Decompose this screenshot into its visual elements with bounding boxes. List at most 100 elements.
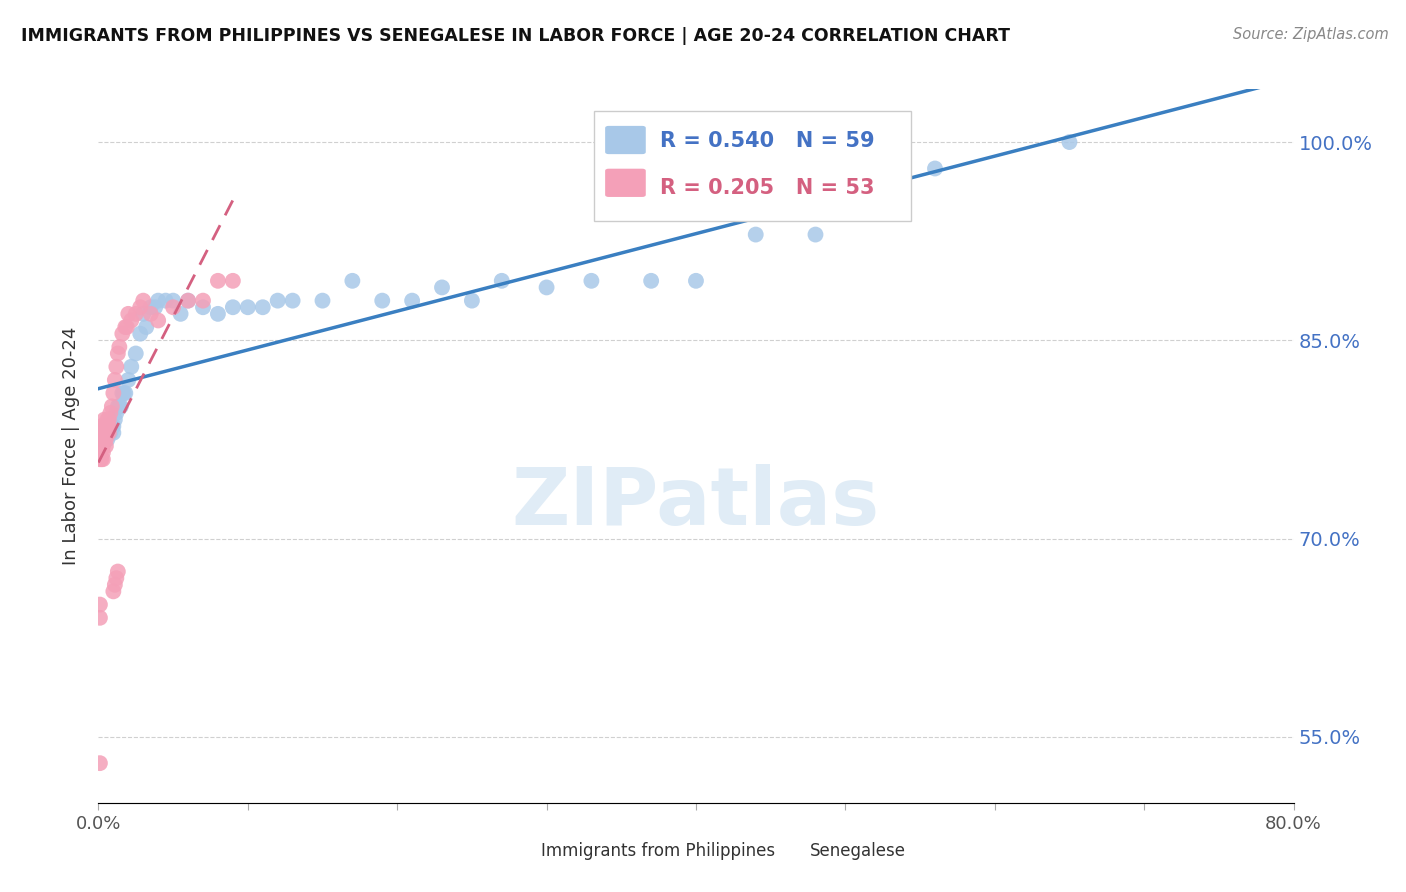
- Point: [97, 412, 120, 426]
- Point: [1059, 135, 1081, 149]
- Point: [222, 274, 245, 288]
- Point: [114, 386, 136, 401]
- Point: [191, 293, 214, 308]
- Point: [89, 433, 111, 447]
- Point: [125, 346, 148, 360]
- Point: [93, 425, 115, 440]
- Point: [97, 425, 120, 440]
- Point: [91, 452, 114, 467]
- Point: [129, 300, 152, 314]
- Point: [103, 419, 125, 434]
- Point: [139, 300, 162, 314]
- Point: [91, 425, 114, 440]
- Point: [97, 419, 120, 434]
- Point: [101, 419, 124, 434]
- Point: [640, 274, 662, 288]
- Point: [90, 433, 112, 447]
- Point: [155, 293, 177, 308]
- Point: [93, 412, 115, 426]
- FancyBboxPatch shape: [765, 837, 806, 867]
- Point: [162, 293, 184, 308]
- Point: [112, 386, 135, 401]
- Point: [125, 307, 148, 321]
- Point: [745, 227, 768, 242]
- Point: [491, 274, 513, 288]
- Point: [191, 300, 214, 314]
- Point: [115, 320, 138, 334]
- Point: [148, 313, 170, 327]
- Point: [96, 419, 118, 434]
- Point: [120, 313, 142, 327]
- Point: [139, 307, 162, 321]
- Point: [91, 445, 114, 459]
- Text: R = 0.540   N = 59: R = 0.540 N = 59: [661, 130, 875, 151]
- Point: [97, 425, 120, 440]
- Point: [93, 433, 115, 447]
- Point: [97, 419, 120, 434]
- Point: [89, 756, 111, 771]
- Point: [90, 433, 112, 447]
- Point: [177, 293, 200, 308]
- Point: [101, 400, 124, 414]
- Point: [107, 565, 129, 579]
- Point: [93, 433, 115, 447]
- Point: [89, 598, 111, 612]
- Point: [267, 293, 290, 308]
- Point: [90, 439, 112, 453]
- Point: [98, 419, 122, 434]
- Point: [96, 425, 118, 440]
- Text: R = 0.205   N = 53: R = 0.205 N = 53: [661, 178, 875, 198]
- Point: [536, 280, 558, 294]
- Point: [104, 373, 127, 387]
- Point: [110, 400, 132, 414]
- Point: [89, 452, 111, 467]
- Point: [105, 359, 128, 374]
- Point: [90, 419, 112, 434]
- Point: [104, 412, 127, 426]
- Point: [94, 419, 117, 434]
- Point: [98, 406, 122, 420]
- FancyBboxPatch shape: [605, 169, 645, 197]
- Point: [169, 307, 191, 321]
- Point: [117, 307, 139, 321]
- Point: [103, 584, 125, 599]
- Point: [98, 425, 122, 440]
- Point: [114, 320, 136, 334]
- Text: ZIPatlas: ZIPatlas: [512, 464, 880, 542]
- Point: [103, 386, 125, 401]
- Point: [342, 274, 364, 288]
- Point: [108, 400, 131, 414]
- FancyBboxPatch shape: [605, 126, 645, 154]
- Point: [430, 280, 453, 294]
- Point: [581, 274, 603, 288]
- Point: [89, 611, 111, 625]
- Point: [177, 293, 200, 308]
- Point: [91, 433, 114, 447]
- Point: [91, 425, 114, 440]
- Point: [685, 274, 707, 288]
- Point: [105, 571, 128, 585]
- Point: [94, 439, 117, 453]
- Point: [111, 326, 134, 341]
- Point: [401, 293, 423, 308]
- Point: [96, 419, 118, 434]
- Point: [281, 293, 304, 308]
- Point: [207, 307, 229, 321]
- Text: Senegalese: Senegalese: [810, 842, 905, 860]
- Point: [924, 161, 946, 176]
- Point: [94, 425, 117, 440]
- Point: [461, 293, 484, 308]
- Point: [236, 300, 259, 314]
- Point: [135, 320, 157, 334]
- Point: [96, 433, 118, 447]
- Point: [129, 326, 152, 341]
- Point: [91, 439, 114, 453]
- Point: [91, 433, 114, 447]
- Text: IMMIGRANTS FROM PHILIPPINES VS SENEGALESE IN LABOR FORCE | AGE 20-24 CORRELATION: IMMIGRANTS FROM PHILIPPINES VS SENEGALES…: [21, 27, 1010, 45]
- Point: [105, 406, 128, 420]
- Point: [94, 425, 117, 440]
- Point: [93, 419, 115, 434]
- Point: [107, 346, 129, 360]
- Point: [143, 300, 166, 314]
- Point: [107, 400, 129, 414]
